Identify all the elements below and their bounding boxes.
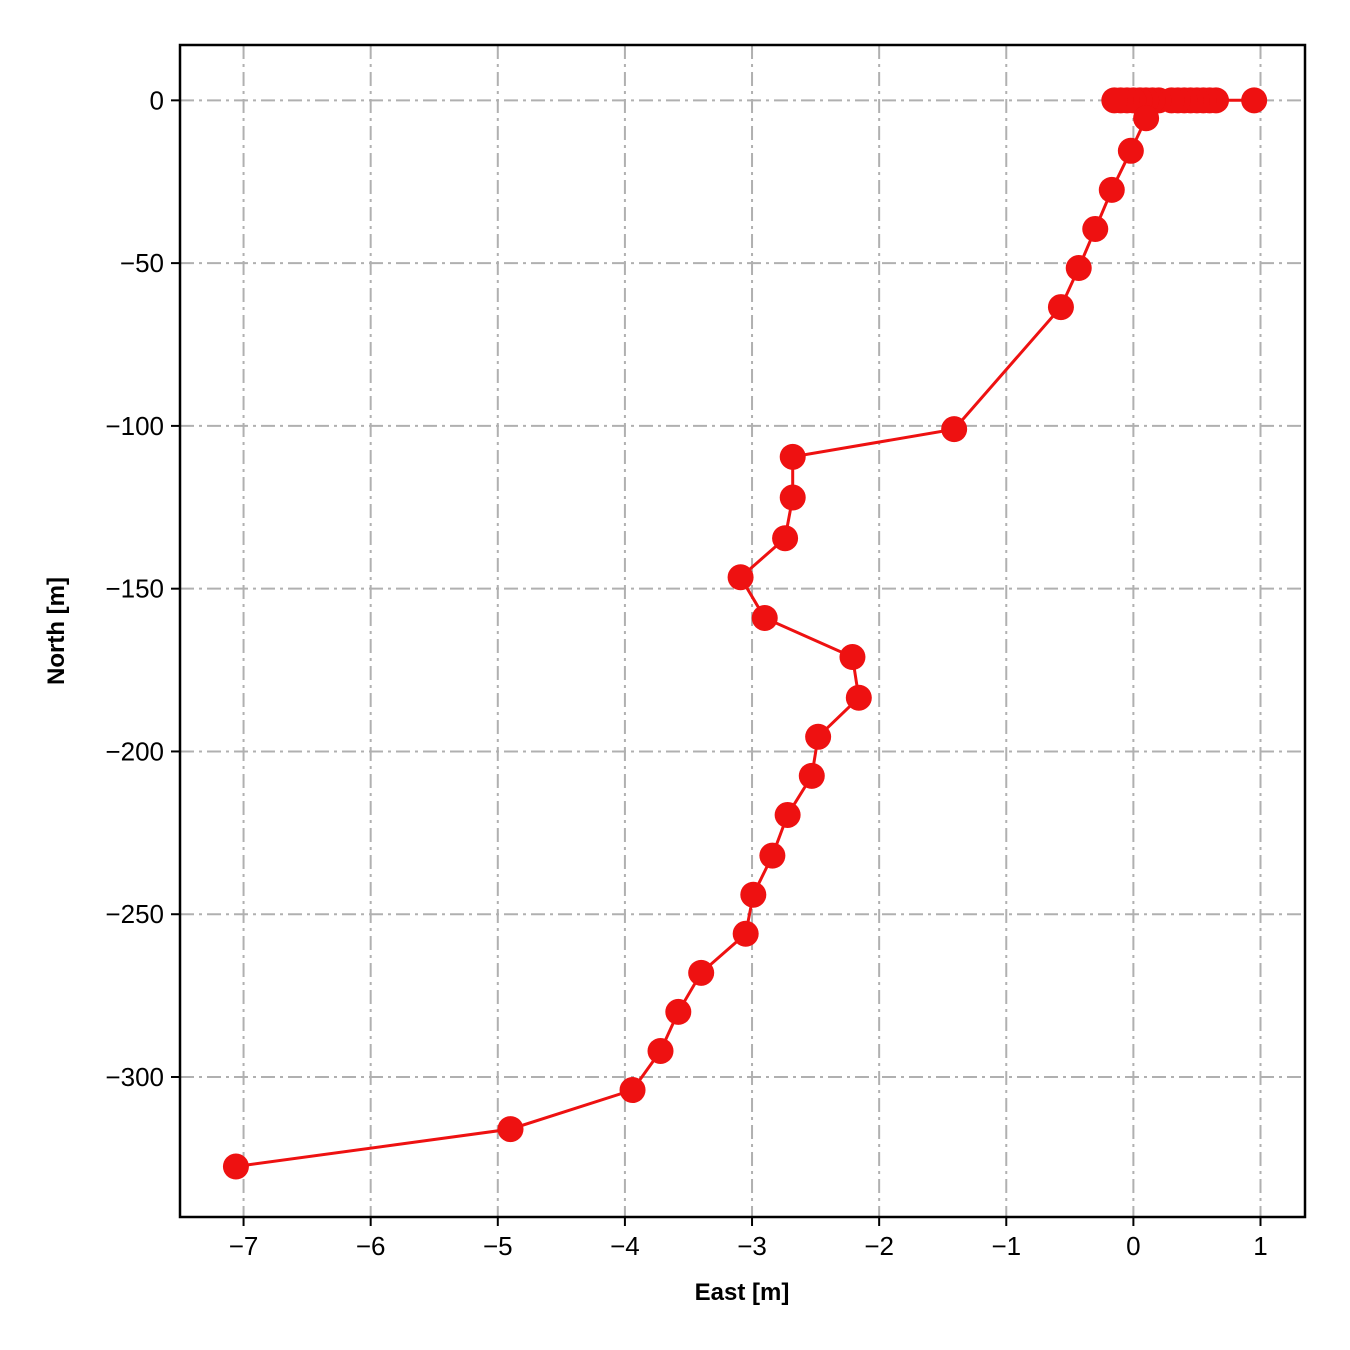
data-point	[845, 684, 872, 711]
x-tick-label: −1	[991, 1231, 1021, 1261]
data-point	[805, 723, 832, 750]
y-tick-label: −250	[105, 899, 164, 929]
x-tick-label: −7	[229, 1231, 259, 1261]
data-point	[732, 920, 759, 947]
data-point	[941, 416, 968, 443]
data-point	[1117, 137, 1144, 164]
x-tick-label: −3	[737, 1231, 767, 1261]
x-tick-label: 0	[1126, 1231, 1140, 1261]
data-point	[751, 604, 778, 631]
y-tick-label: −200	[105, 736, 164, 766]
x-tick-label: −4	[610, 1231, 640, 1261]
plot-frame	[178, 43, 1307, 1219]
y-tick-label: −50	[120, 248, 164, 278]
data-point	[665, 998, 692, 1025]
data-point	[779, 443, 806, 470]
y-tick-label: −100	[105, 411, 164, 441]
data-point	[647, 1037, 674, 1064]
y-tick-label: −300	[105, 1062, 164, 1092]
data-point	[1101, 87, 1128, 114]
data-point	[1065, 255, 1092, 282]
data-point	[839, 644, 866, 671]
data-point	[1082, 215, 1109, 242]
data-point	[1098, 176, 1125, 203]
data-point	[1241, 87, 1268, 114]
data-point	[772, 525, 799, 552]
data-point	[779, 484, 806, 511]
series-line	[235, 98, 1255, 1168]
axis-ticks: −7 −6 −5 −4 −3 −2 −1 0 1 0 −50 −100 −150 −200 −250 −300	[105, 85, 1267, 1261]
y-axis-label: North [m]	[43, 577, 70, 685]
data-point	[497, 1116, 524, 1143]
data-point	[222, 1153, 249, 1180]
data-point	[1047, 294, 1074, 321]
series-line-layer	[235, 98, 1255, 1168]
x-tick-label: −2	[864, 1231, 894, 1261]
grid-layer	[180, 45, 1305, 1217]
x-tick-label: 1	[1253, 1231, 1267, 1261]
x-tick-label: −6	[356, 1231, 386, 1261]
data-point	[740, 881, 767, 908]
data-point	[688, 959, 715, 986]
data-point	[727, 564, 754, 591]
data-points	[222, 87, 1268, 1180]
data-point	[1133, 105, 1160, 132]
data-point	[759, 842, 786, 869]
y-tick-label: 0	[150, 85, 164, 115]
y-tick-label: −150	[105, 574, 164, 604]
x-axis-label: East [m]	[695, 1279, 790, 1306]
data-point	[798, 762, 825, 789]
data-point	[774, 801, 801, 828]
x-tick-label: −5	[483, 1231, 513, 1261]
data-point	[619, 1077, 646, 1104]
